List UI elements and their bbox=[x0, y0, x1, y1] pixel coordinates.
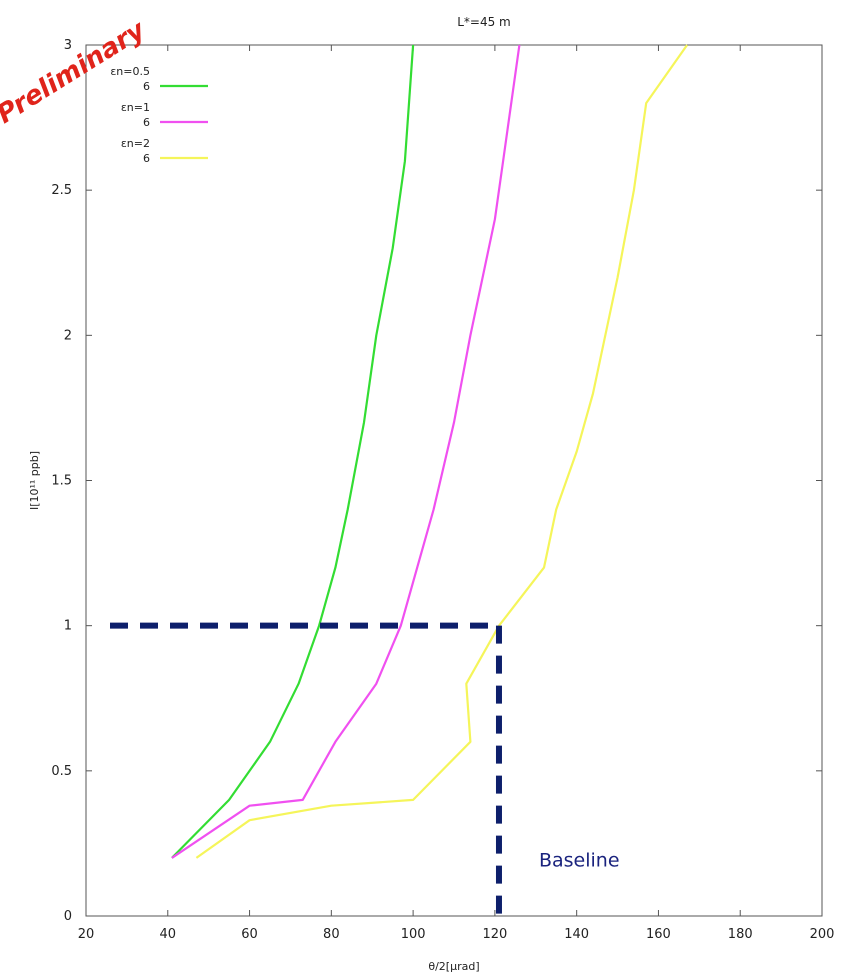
series-line-1 bbox=[171, 44, 415, 859]
chart-title: L*=45 m bbox=[457, 15, 511, 29]
y-tick-label: 1.5 bbox=[51, 474, 72, 489]
y-tick-label: 2.5 bbox=[51, 183, 72, 198]
x-tick-label: 40 bbox=[160, 927, 177, 942]
x-tick-label: 80 bbox=[323, 927, 340, 942]
y-axis-label: I[10¹¹ ppb] bbox=[28, 451, 41, 510]
plot-border bbox=[85, 44, 823, 917]
x-tick-label: 100 bbox=[401, 927, 426, 942]
x-tick-label: 140 bbox=[564, 927, 589, 942]
series-layer bbox=[171, 44, 688, 859]
series-line-2 bbox=[171, 44, 521, 859]
series-line-3 bbox=[195, 44, 688, 859]
x-tick-label: 180 bbox=[728, 927, 753, 942]
x-axis-label: θ/2[μrad] bbox=[428, 960, 479, 973]
baseline-layer bbox=[110, 622, 502, 916]
legend-label-main: εn=1 bbox=[121, 101, 150, 114]
y-tick-label: 0 bbox=[64, 909, 72, 924]
y-tick-label: 3 bbox=[64, 38, 72, 53]
x-tick-label: 20 bbox=[78, 927, 95, 942]
y-tick-label: 1 bbox=[64, 619, 72, 634]
legend-label-main: εn=2 bbox=[121, 137, 150, 150]
x-tick-label: 200 bbox=[810, 927, 835, 942]
y-tick-label: 0.5 bbox=[51, 764, 72, 779]
legend-label-sub: 6 bbox=[143, 116, 150, 129]
plot-frame bbox=[85, 44, 823, 917]
legend-label-sub: 6 bbox=[143, 152, 150, 165]
legend-label-main: εn=0.5 bbox=[110, 65, 150, 78]
x-tick-label: 160 bbox=[646, 927, 671, 942]
x-tick-label: 120 bbox=[482, 927, 507, 942]
axis-ticks: 20 40 60 80 100 120 140 160 180 200 0 0.5 1 1.5 2 2.5 3 bbox=[51, 38, 834, 942]
legend: εn=0.5 6 εn=1 6 εn=2 6 bbox=[110, 65, 208, 165]
baseline-label: Baseline bbox=[539, 850, 620, 872]
y-tick-label: 2 bbox=[64, 328, 72, 343]
legend-label-sub: 6 bbox=[143, 80, 150, 93]
x-tick-label: 60 bbox=[241, 927, 258, 942]
